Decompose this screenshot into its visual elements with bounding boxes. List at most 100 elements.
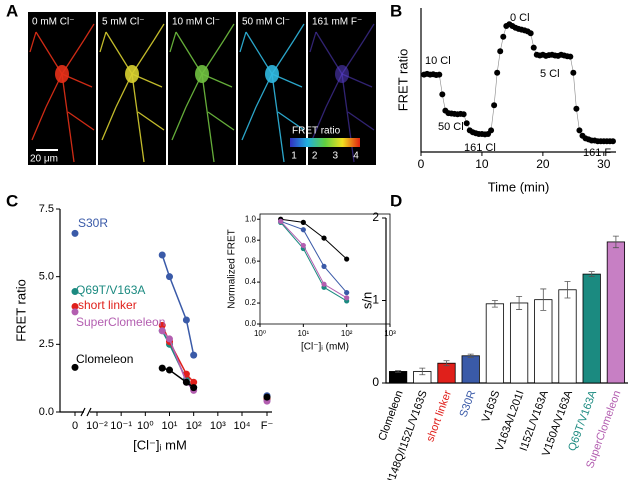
image-label: 50 mM Cl⁻ (242, 17, 290, 28)
neuron-process (201, 73, 215, 163)
y-axis-title: s/n (359, 292, 374, 309)
colorbar-tick-label: 3 (333, 151, 339, 162)
neuron-process (67, 111, 95, 131)
data-point (158, 364, 166, 372)
bar (485, 303, 505, 384)
image-panel: 5 mM Cl⁻ (98, 12, 166, 165)
error-bar (443, 360, 450, 367)
x-tick-label: 10⁰ (254, 329, 266, 338)
x-tick-label: 10⁻² (86, 420, 108, 432)
x-tick-label: 0 (418, 157, 425, 171)
data-point (573, 105, 580, 112)
data-point (166, 335, 173, 343)
x-axis-title: Time (min) (488, 179, 550, 194)
inset-background (222, 206, 394, 358)
fit-line (280, 220, 347, 299)
data-point (570, 69, 577, 76)
data-point (158, 321, 166, 329)
neuron-process (29, 31, 37, 53)
x-tick-label: 10² (186, 420, 202, 432)
y-tick-label: 0 (372, 375, 379, 389)
data-point (71, 363, 79, 371)
bar (534, 299, 553, 384)
panel-label: C (6, 191, 18, 210)
neuron-process (363, 23, 375, 41)
neuron-process (311, 106, 327, 141)
data-point (321, 235, 327, 241)
data-point (190, 384, 198, 392)
neuron-process (61, 73, 75, 163)
error-bar (467, 353, 474, 358)
x-tick-label: 10³ (384, 329, 396, 338)
image-label: 10 mM Cl⁻ (172, 17, 220, 28)
series-label: S30R (78, 216, 108, 230)
bar (582, 273, 601, 384)
data-point (71, 229, 79, 237)
y-tick-label: 1 (372, 293, 379, 307)
y-tick-label: 0.2 (245, 298, 257, 307)
data-point (182, 316, 190, 324)
x-tick-label: 10⁻¹ (110, 420, 132, 432)
annotation: 10 Cl (425, 55, 451, 67)
y-tick-label: 2 (372, 210, 379, 224)
annotation: 161 F (583, 147, 611, 159)
annotation: 5 Cl (540, 68, 560, 80)
colorbar-title: FRET ratio (292, 126, 341, 137)
data-point (190, 351, 198, 359)
neuron-soma (335, 65, 349, 83)
x-tick-label: F⁻ (261, 420, 274, 432)
colorbar-tick-label: 2 (312, 151, 318, 162)
neuron-process (153, 23, 165, 41)
y-tick-label: 0.0 (39, 406, 54, 418)
data-point (321, 263, 327, 269)
error-bar (564, 281, 571, 299)
y-tick-label: 0.4 (245, 277, 257, 286)
data-point (439, 91, 446, 98)
data-point (71, 302, 79, 310)
neuron-soma (125, 65, 139, 83)
data-point (609, 138, 616, 145)
data-point (344, 295, 350, 301)
x-tick-label: 10⁰ (137, 420, 154, 432)
x-axis-title: [Cl⁻]ᵢ mM (133, 437, 187, 452)
error-bar (540, 288, 547, 311)
x-tick-label: 10² (341, 329, 353, 338)
neuron-process (137, 111, 165, 131)
error-bar (395, 370, 402, 373)
neuron-process (31, 106, 47, 141)
fit-line (162, 367, 195, 389)
data-point (491, 102, 498, 109)
fit-line (161, 254, 195, 356)
image-label: 0 mM Cl⁻ (32, 17, 75, 28)
error-bar (612, 235, 619, 249)
y-tick-label: 1.0 (245, 214, 257, 223)
x-tick-label: 20 (536, 157, 550, 171)
colorbar-tick-label: 4 (353, 151, 359, 162)
y-axis-title: FRET ratio (13, 279, 28, 342)
neuron-process (347, 111, 375, 131)
data-point (527, 30, 534, 37)
image-panel: 0 mM Cl⁻ (28, 12, 96, 165)
data-point (71, 288, 79, 296)
fit-line (161, 330, 195, 391)
annotation: 0 Cl (510, 12, 530, 24)
fit-line (161, 325, 195, 383)
neuron-process (171, 106, 187, 141)
bar (461, 355, 480, 384)
series-label: short linker (78, 298, 137, 312)
series-label: Q69T/V163A (76, 283, 145, 297)
annotation: 50 Cl (438, 121, 464, 133)
data-point (321, 281, 327, 287)
neuron-process (277, 111, 305, 131)
data-point (300, 242, 306, 249)
neuron-process (341, 73, 355, 163)
data-point (530, 44, 537, 51)
fit-line (280, 222, 347, 302)
data-point (300, 227, 306, 233)
annotation: 161 Cl (464, 142, 496, 154)
colorbar-tick-label: 1 (291, 151, 297, 162)
neuron-process (223, 23, 235, 41)
neuron-soma (55, 65, 69, 83)
x-axis-title: [Cl⁻]ᵢ (mM) (301, 342, 349, 353)
